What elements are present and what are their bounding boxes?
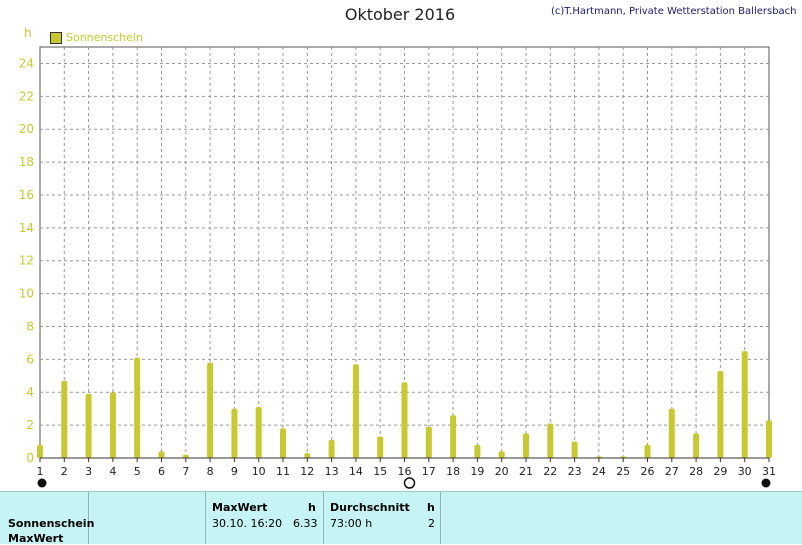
y-tick-label: 2: [26, 418, 34, 432]
full-moon-icon: [403, 477, 416, 489]
column-divider: [205, 492, 206, 544]
x-tick-label: 8: [207, 465, 214, 478]
sunshine-bar: [741, 351, 748, 458]
x-tick-label: 7: [182, 465, 189, 478]
x-tick-label: 29: [713, 465, 727, 478]
sunshine-bar: [231, 408, 238, 458]
new-moon-icon: [761, 478, 771, 488]
sunshine-bar: [158, 451, 165, 458]
y-tick-label: 16: [19, 188, 34, 202]
avg-value: 73:00 h: [330, 517, 373, 530]
avg-unit: h: [427, 501, 435, 514]
sunshine-bar: [255, 407, 262, 458]
y-tick-label: 24: [19, 56, 34, 70]
y-tick-label: 8: [26, 319, 34, 333]
sunshine-bar: [571, 441, 578, 458]
x-tick-label: 17: [422, 465, 436, 478]
sunshine-bar: [377, 436, 384, 458]
sunshine-bar: [207, 362, 214, 458]
sunshine-bar: [182, 454, 189, 458]
sunshine-bar: [304, 453, 311, 458]
sunshine-bar: [474, 444, 481, 458]
avg-header: Durchschnitt: [330, 501, 410, 514]
sunshine-bar: [644, 444, 651, 458]
y-tick-label: 0: [26, 451, 34, 465]
x-tick-label: 15: [373, 465, 387, 478]
x-tick-label: 9: [231, 465, 238, 478]
sunshine-bar: [693, 433, 700, 458]
sunshine-bar: [134, 357, 141, 458]
max-datetime: 30.10. 16:20: [212, 517, 283, 530]
x-tick-label: 5: [134, 465, 141, 478]
sunshine-bar: [425, 426, 432, 458]
copyright-note: (c)T.Hartmann, Private Wetterstation Bal…: [551, 6, 797, 17]
y-tick-label: 20: [19, 122, 34, 136]
legend-swatch: [50, 31, 62, 44]
chart-title: Oktober 2016: [344, 5, 456, 24]
y-tick-label: 14: [19, 221, 34, 235]
sunshine-bar: [450, 415, 457, 458]
x-tick-label: 21: [519, 465, 533, 478]
sunshine-bar: [328, 439, 335, 458]
y-axis-unit: h: [24, 26, 32, 40]
column-divider: [440, 492, 441, 544]
x-tick-label: 16: [398, 465, 412, 478]
y-tick-label: 4: [26, 385, 34, 399]
sunshine-bar: [498, 451, 505, 458]
x-tick-label: 6: [158, 465, 165, 478]
row-label-maxwert: MaxWert: [8, 532, 64, 545]
legend: Sonnenschein: [50, 31, 143, 44]
sunshine-bar: [401, 382, 408, 458]
max-value: 6.33: [293, 517, 318, 530]
column-divider: [323, 492, 324, 544]
row-label-sunshine: Sonnenschein: [8, 517, 95, 530]
sunshine-bar: [280, 428, 286, 458]
x-tick-label: 10: [252, 465, 266, 478]
x-tick-label: 18: [446, 465, 460, 478]
x-tick-label: 12: [300, 465, 314, 478]
x-tick-label: 27: [665, 465, 679, 478]
x-tick-label: 4: [109, 465, 116, 478]
x-tick-label: 11: [276, 465, 290, 478]
sunshine-bar: [523, 433, 529, 458]
x-tick-label: 2: [61, 465, 68, 478]
sunshine-bar: [85, 393, 92, 458]
x-tick-label: 3: [85, 465, 92, 478]
x-tick-label: 19: [470, 465, 484, 478]
x-tick-label: 23: [568, 465, 582, 478]
summary-table: Sonnenschein MaxWert MaxWert h 30.10. 16…: [0, 491, 802, 545]
max-unit: h: [308, 501, 316, 514]
sunshine-bar: [61, 380, 68, 458]
y-tick-label: 10: [19, 287, 34, 301]
x-tick-label: 13: [325, 465, 339, 478]
sunshine-bar: [668, 408, 675, 458]
column-divider: [88, 492, 89, 544]
y-tick-label: 6: [26, 352, 34, 366]
avg-count: 2: [428, 517, 435, 530]
legend-label: Sonnenschein: [66, 31, 143, 44]
max-header: MaxWert: [212, 501, 268, 514]
sunshine-bar: [109, 392, 116, 458]
sunshine-bar: [352, 364, 359, 458]
y-tick-label: 22: [19, 89, 34, 103]
sunshine-bar: [766, 420, 772, 458]
sunshine-bar: [547, 423, 554, 458]
sunshine-bar: [717, 370, 724, 458]
x-tick-label: 25: [616, 465, 630, 478]
y-tick-label: 18: [19, 155, 34, 169]
x-tick-label: 30: [738, 465, 752, 478]
x-tick-label: 14: [349, 465, 363, 478]
x-tick-label: 22: [543, 465, 557, 478]
x-tick-label: 20: [495, 465, 509, 478]
x-tick-label: 26: [641, 465, 655, 478]
sunshine-bar: [37, 444, 43, 458]
x-tick-label: 24: [592, 465, 606, 478]
new-moon-icon: [37, 478, 47, 488]
x-tick-label: 28: [689, 465, 703, 478]
y-tick-label: 12: [19, 254, 34, 268]
x-tick-label: 31: [762, 465, 776, 478]
x-tick-label: 1: [37, 465, 44, 478]
